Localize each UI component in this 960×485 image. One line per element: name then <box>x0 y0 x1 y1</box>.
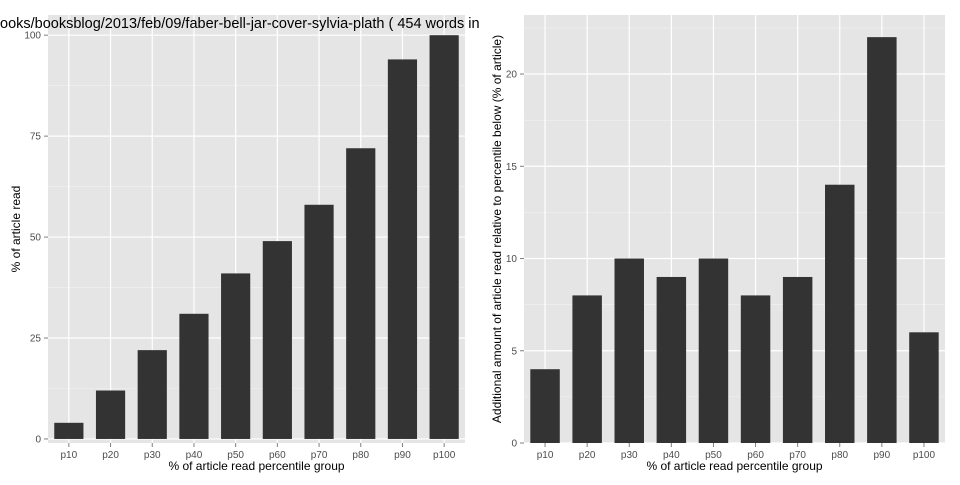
y-tick-label: 25 <box>30 334 42 345</box>
x-tick-label: p10 <box>61 450 78 461</box>
bar <box>304 204 334 439</box>
y-axis-label: % of article read <box>9 186 23 273</box>
bar <box>262 241 292 439</box>
y-tick-label: 10 <box>506 254 518 265</box>
x-tick-label: p70 <box>789 450 806 461</box>
y-tick-label: 75 <box>30 132 42 143</box>
right-chart-panel: 0 5 10 15 20 p10 p20 p30 p40 p50 p60 p70 p80 p90 p100%… <box>490 15 945 473</box>
bar <box>782 276 813 443</box>
bar <box>572 295 602 443</box>
x-tick-label: p60 <box>269 450 286 461</box>
bar <box>698 258 729 443</box>
x-tick-label: p40 <box>186 450 203 461</box>
y-axis-label: Additional amount of article read relati… <box>490 35 504 423</box>
x-tick-label: p90 <box>394 450 411 461</box>
bar <box>867 37 897 443</box>
x-axis-label: % of article read percentile group <box>168 459 344 473</box>
x-tick-label: p30 <box>144 450 161 461</box>
bar <box>95 390 126 439</box>
bar <box>656 276 687 443</box>
x-tick-label: p50 <box>705 450 722 461</box>
bar <box>179 313 209 439</box>
x-tick-label: p60 <box>747 450 764 461</box>
bar <box>530 369 560 443</box>
bar <box>221 273 251 439</box>
y-tick-label: 15 <box>506 162 518 173</box>
bar <box>825 184 855 444</box>
x-tick-label: p100 <box>433 450 456 461</box>
y-tick-label: 50 <box>30 233 42 244</box>
y-tick-label: 5 <box>511 346 517 357</box>
left-chart-panel: 0 25 50 75 100 p10 p20 p30 p40 p50 p60 p70 p80 p90 p10… <box>9 15 465 473</box>
bar <box>346 148 376 439</box>
bar <box>54 422 84 439</box>
x-tick-label: p50 <box>227 450 244 461</box>
x-tick-label: p80 <box>831 450 848 461</box>
bar <box>137 350 167 439</box>
x-tick-label: p70 <box>311 450 328 461</box>
bar <box>614 258 644 443</box>
y-tick-label: 0 <box>35 434 41 445</box>
y-tick-label: 100 <box>24 31 41 42</box>
chart-title: ooks/booksblog/2013/feb/09/faber-bell-ja… <box>0 16 480 32</box>
bar <box>429 35 459 439</box>
y-tick-label: 0 <box>511 439 517 450</box>
y-tick-label: 20 <box>506 70 518 81</box>
x-tick-label: p10 <box>537 450 554 461</box>
bar <box>909 332 939 443</box>
x-tick-label: p30 <box>621 450 638 461</box>
x-tick-label: p100 <box>913 450 936 461</box>
x-tick-label: p20 <box>579 450 596 461</box>
x-tick-label: p20 <box>102 450 119 461</box>
bar <box>740 295 771 443</box>
bar <box>387 59 418 439</box>
x-tick-label: p90 <box>874 450 891 461</box>
x-axis-label: % of article read percentile group <box>646 459 822 473</box>
x-tick-label: p40 <box>663 450 680 461</box>
x-tick-label: p80 <box>352 450 369 461</box>
